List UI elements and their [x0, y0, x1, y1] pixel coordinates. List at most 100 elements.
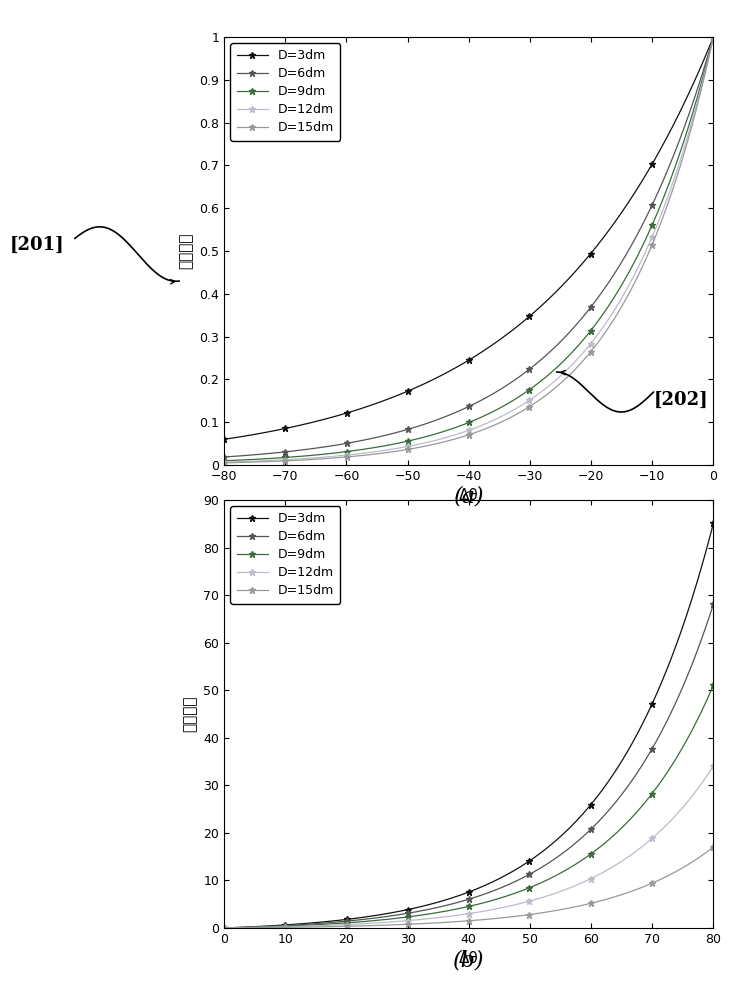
D=9dm	[379, 914, 388, 926]
D=12dm	[279, 454, 288, 466]
Legend: D=3dm, D=6dm, D=9dm, D=12dm, D=15dm: D=3dm, D=6dm, D=9dm, D=12dm, D=15dm	[230, 506, 341, 604]
D=15dm	[220, 457, 229, 469]
Line: D=6dm: D=6dm	[220, 34, 717, 460]
D=15dm	[573, 361, 582, 373]
Line: D=3dm: D=3dm	[220, 520, 717, 931]
D=15dm	[527, 908, 536, 920]
D=9dm	[413, 910, 422, 922]
D=3dm	[379, 908, 388, 920]
Line: D=9dm: D=9dm	[220, 682, 717, 931]
D=6dm	[575, 315, 584, 327]
Text: (a): (a)	[454, 486, 484, 508]
Line: D=12dm: D=12dm	[220, 34, 717, 466]
D=9dm	[575, 856, 584, 868]
D=3dm	[413, 901, 422, 913]
Text: [201]: [201]	[10, 236, 64, 254]
D=6dm	[220, 922, 229, 934]
D=12dm	[575, 878, 584, 890]
D=6dm	[279, 920, 288, 932]
D=6dm	[573, 318, 582, 330]
D=3dm	[379, 395, 388, 407]
D=9dm	[379, 440, 388, 452]
D=15dm	[575, 358, 584, 370]
D=15dm	[220, 922, 229, 934]
D=9dm	[220, 455, 229, 467]
Text: (b): (b)	[453, 950, 485, 972]
Line: D=6dm: D=6dm	[220, 601, 717, 931]
D=15dm	[709, 841, 718, 853]
D=15dm	[413, 442, 422, 454]
Line: D=3dm: D=3dm	[220, 34, 717, 443]
D=3dm	[527, 853, 536, 865]
D=6dm	[279, 446, 288, 458]
Line: D=12dm: D=12dm	[220, 763, 717, 931]
D=15dm	[709, 31, 718, 43]
D=6dm	[413, 905, 422, 917]
D=12dm	[413, 914, 422, 926]
D=6dm	[709, 598, 718, 610]
D=15dm	[575, 900, 584, 912]
D=9dm	[573, 341, 582, 353]
D=6dm	[220, 451, 229, 463]
D=3dm	[220, 922, 229, 934]
D=9dm	[527, 382, 536, 394]
X-axis label: Δθ: Δθ	[459, 488, 479, 503]
D=15dm	[379, 919, 388, 931]
D=9dm	[279, 920, 288, 932]
D=6dm	[709, 31, 718, 43]
Line: D=9dm: D=9dm	[220, 34, 717, 464]
D=15dm	[413, 918, 422, 930]
D=9dm	[220, 922, 229, 934]
D=3dm	[709, 517, 718, 529]
D=15dm	[279, 921, 288, 933]
D=12dm	[220, 922, 229, 934]
D=12dm	[379, 916, 388, 928]
D=3dm	[220, 433, 229, 445]
D=6dm	[527, 361, 536, 373]
D=12dm	[709, 31, 718, 43]
D=6dm	[575, 833, 584, 845]
D=9dm	[527, 881, 536, 893]
D=6dm	[573, 836, 582, 848]
D=15dm	[573, 900, 582, 912]
D=9dm	[413, 433, 422, 445]
D=12dm	[379, 445, 388, 457]
D=15dm	[527, 399, 536, 411]
D=3dm	[279, 919, 288, 931]
Legend: D=3dm, D=6dm, D=9dm, D=12dm, D=15dm: D=3dm, D=6dm, D=9dm, D=12dm, D=15dm	[230, 43, 341, 141]
D=3dm	[573, 263, 582, 275]
D=6dm	[379, 430, 388, 442]
D=6dm	[413, 420, 422, 432]
D=12dm	[279, 921, 288, 933]
D=6dm	[379, 911, 388, 923]
D=3dm	[575, 811, 584, 823]
D=3dm	[709, 31, 718, 43]
D=12dm	[527, 894, 536, 906]
D=9dm	[709, 679, 718, 691]
D=15dm	[279, 455, 288, 467]
D=9dm	[279, 452, 288, 464]
Line: D=15dm: D=15dm	[220, 34, 717, 466]
D=12dm	[527, 393, 536, 405]
D=12dm	[220, 456, 229, 468]
X-axis label: Δθ: Δθ	[459, 951, 479, 966]
D=12dm	[709, 760, 718, 772]
D=3dm	[279, 423, 288, 435]
D=12dm	[575, 351, 584, 363]
Y-axis label: 缩放倍数: 缩放倍数	[179, 233, 193, 269]
D=12dm	[573, 879, 582, 891]
Y-axis label: 缩放倍数: 缩放倍数	[183, 696, 198, 732]
D=3dm	[575, 261, 584, 273]
D=12dm	[413, 438, 422, 450]
D=6dm	[527, 867, 536, 879]
D=3dm	[573, 814, 582, 826]
D=3dm	[413, 381, 422, 393]
D=9dm	[575, 338, 584, 350]
D=9dm	[709, 31, 718, 43]
D=3dm	[527, 308, 536, 320]
D=15dm	[379, 447, 388, 459]
Text: [202]: [202]	[654, 391, 708, 409]
D=9dm	[573, 857, 582, 869]
D=12dm	[573, 353, 582, 365]
Line: D=15dm: D=15dm	[220, 844, 717, 931]
